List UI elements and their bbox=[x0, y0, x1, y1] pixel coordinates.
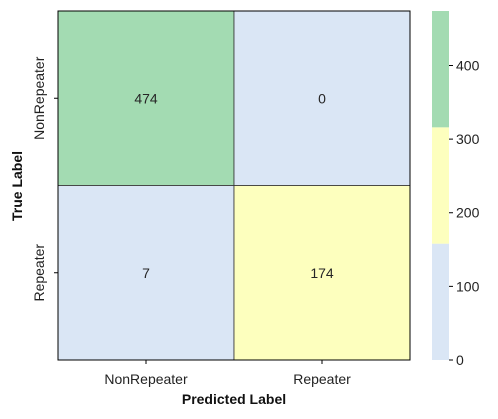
colorbar-tick-label: 400 bbox=[456, 57, 480, 73]
heatmap-cell bbox=[233, 185, 411, 361]
heatmap-cell bbox=[57, 10, 235, 186]
x-tick-label: Repeater bbox=[293, 371, 351, 387]
plot-frame bbox=[57, 10, 411, 361]
cell-value-label: 0 bbox=[318, 90, 326, 106]
heatmap-cells bbox=[57, 10, 411, 361]
colorbar-band bbox=[432, 127, 449, 244]
y-axis-title: True Label bbox=[9, 151, 25, 221]
cell-value-label: 174 bbox=[310, 265, 334, 281]
x-axis-ticks: NonRepeater Repeater bbox=[104, 360, 351, 387]
heatmap-cell-labels: 474 0 7 174 bbox=[134, 90, 334, 281]
y-tick-label: Repeater bbox=[31, 244, 47, 302]
y-axis-ticks: NonRepeater Repeater bbox=[31, 56, 58, 302]
cell-value-label: 7 bbox=[142, 265, 150, 281]
colorbar-tick-label: 200 bbox=[456, 205, 480, 221]
cell-value-label: 474 bbox=[134, 90, 158, 106]
colorbar-ticks: 0 100 200 300 400 bbox=[449, 57, 480, 368]
y-tick-label: NonRepeater bbox=[31, 56, 47, 140]
x-axis-title: Predicted Label bbox=[182, 391, 286, 407]
colorbar-tick-label: 0 bbox=[456, 352, 464, 368]
colorbar-tick-label: 300 bbox=[456, 131, 480, 147]
colorbar-band bbox=[432, 243, 449, 360]
colorbar-tick-label: 100 bbox=[456, 278, 480, 294]
colorbar-band bbox=[432, 11, 449, 128]
colorbar bbox=[432, 11, 449, 360]
heatmap-cell bbox=[57, 185, 235, 361]
x-tick-label: NonRepeater bbox=[104, 371, 188, 387]
heatmap-cell bbox=[233, 10, 411, 186]
